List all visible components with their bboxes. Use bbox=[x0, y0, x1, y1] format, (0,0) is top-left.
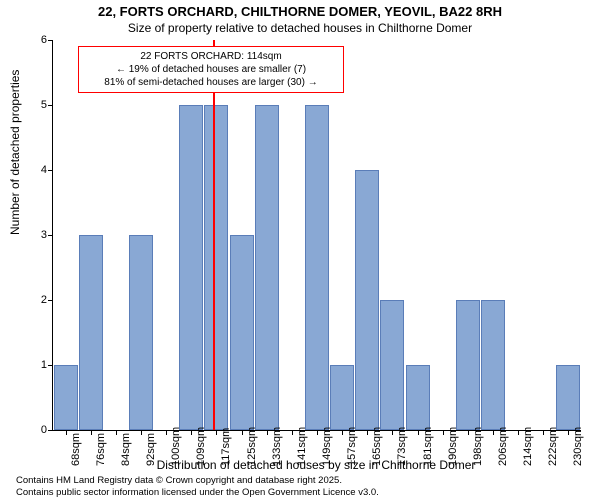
x-tick-mark bbox=[166, 430, 167, 435]
bar bbox=[129, 235, 153, 430]
annotation-line-2: ← 19% of detached houses are smaller (7) bbox=[85, 63, 337, 76]
y-tick-mark bbox=[48, 430, 53, 431]
bar bbox=[556, 365, 580, 430]
x-tick-mark bbox=[418, 430, 419, 435]
annotation-line-3: 81% of semi-detached houses are larger (… bbox=[85, 76, 337, 89]
annotation-box: 22 FORTS ORCHARD: 114sqm ← 19% of detach… bbox=[78, 46, 344, 93]
x-tick-mark bbox=[116, 430, 117, 435]
chart-title-sub: Size of property relative to detached ho… bbox=[0, 21, 600, 35]
y-tick-mark bbox=[48, 300, 53, 301]
bar bbox=[380, 300, 404, 430]
x-tick-mark bbox=[191, 430, 192, 435]
bar bbox=[481, 300, 505, 430]
bar bbox=[179, 105, 203, 430]
bar bbox=[406, 365, 430, 430]
x-tick-mark bbox=[342, 430, 343, 435]
y-tick-label: 5 bbox=[23, 99, 47, 111]
bar bbox=[330, 365, 354, 430]
bar bbox=[255, 105, 279, 430]
x-tick-mark bbox=[141, 430, 142, 435]
y-tick-label: 0 bbox=[23, 424, 47, 436]
x-tick-mark bbox=[292, 430, 293, 435]
y-tick-mark bbox=[48, 365, 53, 366]
footer-line-1: Contains HM Land Registry data © Crown c… bbox=[16, 475, 379, 486]
bar bbox=[204, 105, 228, 430]
y-tick-label: 3 bbox=[23, 229, 47, 241]
footer-line-2: Contains public sector information licen… bbox=[16, 487, 379, 498]
x-tick-mark bbox=[568, 430, 569, 435]
x-tick-mark bbox=[91, 430, 92, 435]
reference-line bbox=[213, 40, 215, 430]
x-tick-mark bbox=[317, 430, 318, 435]
bar bbox=[230, 235, 254, 430]
y-tick-mark bbox=[48, 40, 53, 41]
footer-attribution: Contains HM Land Registry data © Crown c… bbox=[16, 475, 379, 498]
x-tick-mark bbox=[493, 430, 494, 435]
x-tick-mark bbox=[242, 430, 243, 435]
y-tick-label: 4 bbox=[23, 164, 47, 176]
x-tick-mark bbox=[543, 430, 544, 435]
bar bbox=[456, 300, 480, 430]
bar bbox=[355, 170, 379, 430]
y-tick-label: 2 bbox=[23, 294, 47, 306]
bar bbox=[79, 235, 103, 430]
chart-container: 22, FORTS ORCHARD, CHILTHORNE DOMER, YEO… bbox=[0, 0, 600, 500]
x-tick-mark bbox=[66, 430, 67, 435]
y-tick-mark bbox=[48, 170, 53, 171]
bar bbox=[54, 365, 78, 430]
y-tick-label: 1 bbox=[23, 359, 47, 371]
annotation-line-1: 22 FORTS ORCHARD: 114sqm bbox=[85, 50, 337, 63]
bar bbox=[305, 105, 329, 430]
plot-area: 012345668sqm76sqm84sqm92sqm100sqm109sqm1… bbox=[52, 40, 581, 431]
x-tick-mark bbox=[392, 430, 393, 435]
chart-title-main: 22, FORTS ORCHARD, CHILTHORNE DOMER, YEO… bbox=[0, 4, 600, 19]
x-tick-mark bbox=[443, 430, 444, 435]
x-tick-mark bbox=[267, 430, 268, 435]
x-tick-mark bbox=[367, 430, 368, 435]
y-axis-label: Number of detached properties bbox=[8, 70, 22, 235]
y-tick-mark bbox=[48, 105, 53, 106]
y-tick-mark bbox=[48, 235, 53, 236]
x-tick-mark bbox=[518, 430, 519, 435]
x-axis-label: Distribution of detached houses by size … bbox=[52, 458, 580, 472]
x-tick-mark bbox=[468, 430, 469, 435]
x-tick-mark bbox=[216, 430, 217, 435]
y-tick-label: 6 bbox=[23, 34, 47, 46]
